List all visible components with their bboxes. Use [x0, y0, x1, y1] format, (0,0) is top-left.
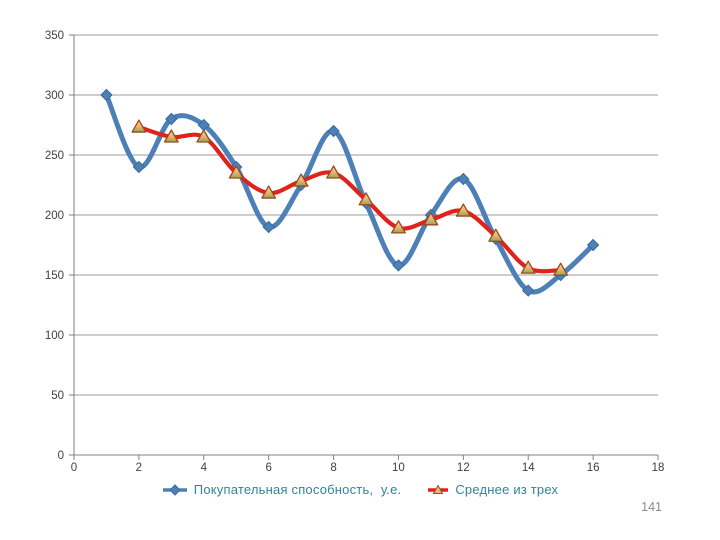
series1-diamond-marker — [522, 284, 535, 297]
series2-triangle-marker — [520, 260, 536, 274]
legend-item-average-of-three: Среднее из трех — [427, 482, 558, 497]
x-axis-label: 8 — [330, 462, 336, 474]
x-axis-label: 0 — [71, 462, 77, 474]
series1-diamond-marker — [262, 220, 275, 234]
series2-triangle-marker — [293, 173, 309, 187]
series2-triangle-marker — [423, 212, 439, 226]
x-axis-label: 4 — [201, 462, 208, 474]
chart-legend: Покупательная способность, у.е. Среднее … — [0, 482, 720, 497]
x-axis-label: 10 — [392, 462, 405, 474]
x-axis-label: 2 — [136, 462, 142, 474]
blue-line-diamond-icon — [162, 483, 187, 496]
x-axis-label: 12 — [457, 462, 470, 474]
y-axis-label: 200 — [45, 210, 64, 222]
x-axis-label: 18 — [652, 462, 665, 474]
x-axis-label: 16 — [587, 462, 600, 474]
red-line-triangle-icon — [428, 483, 449, 494]
y-axis-label: 350 — [45, 30, 64, 42]
series2-triangle-marker — [455, 203, 471, 217]
series2-triangle-marker — [390, 220, 406, 234]
legend-label-purchasing-power: Покупательная способность, у.е. — [193, 482, 402, 497]
series2-triangle-marker — [163, 129, 179, 143]
x-axis-label: 6 — [265, 462, 271, 474]
series2-triangle-marker — [326, 165, 342, 179]
y-axis-label: 0 — [58, 450, 64, 462]
legend-label-average-of-three: Среднее из трех — [455, 482, 559, 497]
series2-triangle-marker — [358, 192, 374, 206]
series1-diamond-marker — [100, 88, 113, 102]
series1-diamond-marker — [457, 172, 470, 186]
series1-diamond-marker — [392, 259, 405, 272]
series2-triangle-marker — [131, 119, 147, 133]
series1-line — [103, 92, 596, 295]
series2-triangle-marker — [553, 262, 569, 276]
series2-triangle-marker — [196, 129, 212, 143]
series2-triangle-marker — [228, 165, 244, 179]
series2-line — [136, 124, 563, 274]
legend-item-purchasing-power: Покупательная способность, у.е. — [162, 482, 402, 497]
series2-triangle-marker — [261, 185, 277, 199]
series1-diamond-marker — [586, 238, 600, 252]
series1-diamond-marker — [132, 160, 146, 174]
y-axis-label: 150 — [45, 270, 64, 282]
x-axis-label: 14 — [522, 462, 535, 474]
series2-triangle-marker — [488, 228, 504, 242]
slide-page-number: 141 — [641, 500, 662, 514]
y-axis-label: 50 — [51, 390, 64, 402]
y-axis-label: 300 — [45, 90, 64, 102]
y-axis-label: 100 — [45, 330, 64, 342]
series1-diamond-marker — [327, 124, 340, 138]
y-axis-label: 250 — [45, 150, 64, 162]
series1-diamond-marker — [165, 112, 178, 126]
